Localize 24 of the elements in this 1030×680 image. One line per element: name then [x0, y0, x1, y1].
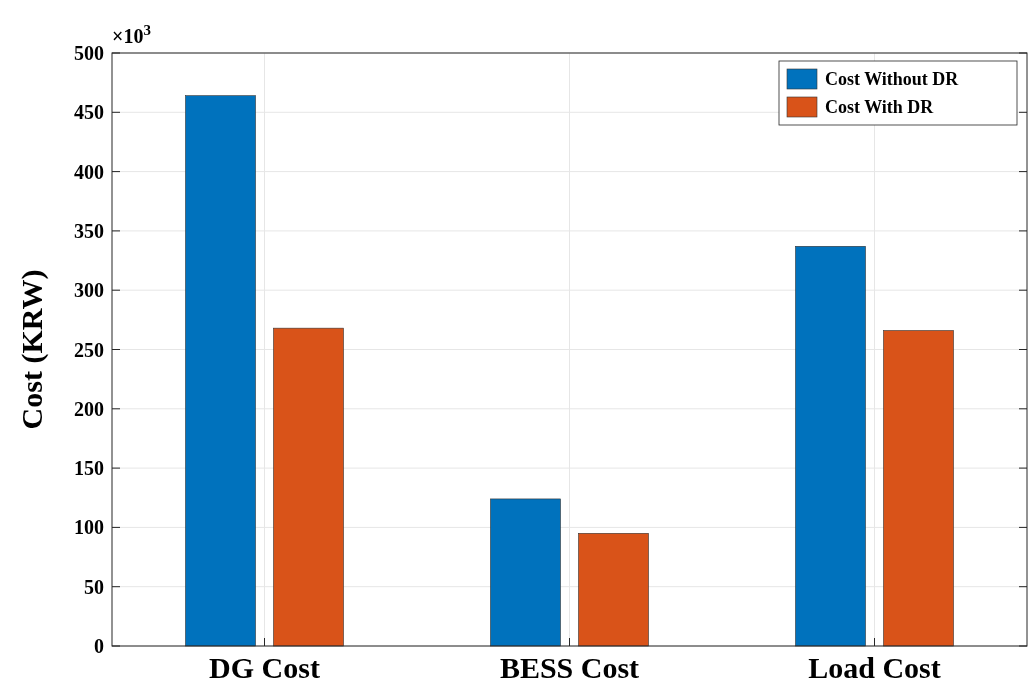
y-tick-label: 0 — [94, 635, 104, 657]
legend-label: Cost With DR — [825, 97, 935, 118]
bar — [490, 498, 561, 647]
y-tick-label: 50 — [84, 575, 104, 598]
y-axis-title: Cost (KRW) — [15, 269, 49, 430]
legend-label: Cost Without DR — [825, 69, 960, 90]
y-tick-label: 400 — [74, 160, 104, 183]
bar — [795, 246, 866, 647]
y-tick-label: 300 — [74, 279, 104, 302]
y-tick-label: 500 — [74, 42, 104, 64]
bar — [185, 95, 256, 647]
text: ×10$^{3}$ — [112, 22, 151, 47]
y-tick-label: 200 — [74, 397, 104, 420]
x-tick-label: Load Cost — [808, 651, 941, 680]
x-tick-label: BESS Cost — [499, 651, 640, 680]
bar — [883, 330, 954, 647]
bar — [578, 533, 649, 647]
y-tick-label: 250 — [74, 338, 104, 361]
bar — [273, 327, 344, 647]
y-tick-label: 350 — [74, 219, 104, 242]
x-tick-label: DG Cost — [209, 651, 320, 680]
y-tick-label: 150 — [74, 457, 104, 480]
y-tick-label: 100 — [74, 516, 104, 539]
y-tick-label: 450 — [74, 101, 104, 124]
